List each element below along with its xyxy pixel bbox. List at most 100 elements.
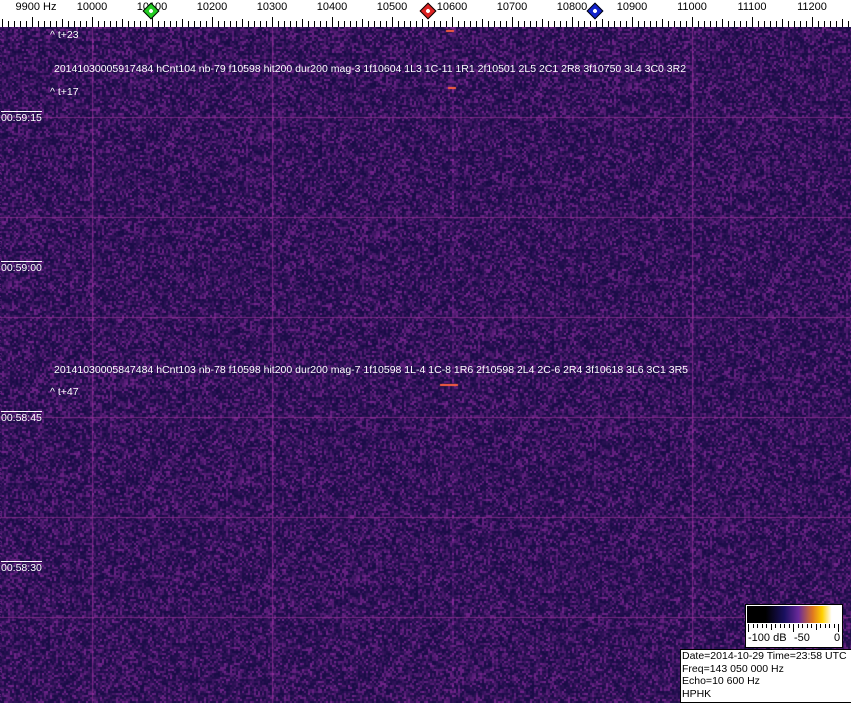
ruler-tick xyxy=(368,21,369,27)
ruler-tick xyxy=(284,21,285,27)
ruler-tick xyxy=(224,21,225,27)
colorbar-max-label: 0 xyxy=(834,632,841,644)
time-label: 00:58:45 xyxy=(1,411,42,424)
ruler-tick xyxy=(164,21,165,27)
ruler-tick xyxy=(140,21,141,27)
ruler-tick xyxy=(194,21,195,27)
ruler-tick xyxy=(248,21,249,27)
ruler-tick xyxy=(128,21,129,27)
ruler-tick xyxy=(704,21,705,27)
colorbar-tick xyxy=(779,624,781,628)
ruler-tick xyxy=(212,17,213,27)
ruler-tick xyxy=(458,21,459,27)
colorbar-tick xyxy=(788,624,790,628)
ruler-tick xyxy=(440,21,441,27)
frequency-label: 10000 xyxy=(76,1,108,13)
ruler-tick xyxy=(788,21,789,27)
ruler-tick xyxy=(560,21,561,27)
ruler-tick xyxy=(800,21,801,27)
colorbar-tick xyxy=(838,624,839,632)
frequency-label: 11200 xyxy=(797,1,827,13)
ruler-tick xyxy=(296,21,297,27)
info-station: HPHK xyxy=(682,687,712,700)
ruler-tick xyxy=(260,21,261,27)
frequency-label: 10600 xyxy=(436,1,468,13)
ruler-tick xyxy=(806,21,807,27)
ruler-tick xyxy=(746,21,747,27)
ruler-tick xyxy=(782,19,783,27)
ruler-tick xyxy=(464,21,465,27)
ruler-tick xyxy=(266,21,267,27)
frequency-label: 11000 xyxy=(677,1,707,13)
ruler-tick xyxy=(470,21,471,27)
ruler-tick xyxy=(416,21,417,27)
time-label: 00:59:00 xyxy=(1,261,42,274)
time-label: 00:58:30 xyxy=(1,561,42,574)
ruler-tick xyxy=(512,17,513,27)
ruler-tick xyxy=(242,19,243,27)
colorbar-tick xyxy=(761,624,763,628)
ruler-tick xyxy=(572,17,573,27)
ruler-tick xyxy=(206,21,207,27)
ruler-tick xyxy=(794,21,795,27)
ruler-tick xyxy=(494,21,495,27)
ruler-tick xyxy=(74,21,75,27)
ruler-tick xyxy=(638,21,639,27)
ruler-tick xyxy=(482,19,483,27)
ruler-tick xyxy=(476,21,477,27)
colorbar-tick xyxy=(775,624,776,628)
ruler-tick xyxy=(578,21,579,27)
ruler-tick xyxy=(146,21,147,27)
ruler-tick xyxy=(524,21,525,27)
ruler-tick xyxy=(374,21,375,27)
ruler-tick xyxy=(824,21,825,27)
colorbar-tick xyxy=(833,624,835,628)
ruler-tick xyxy=(710,21,711,27)
ruler-tick xyxy=(656,21,657,27)
ruler-tick xyxy=(632,17,633,27)
ruler-tick xyxy=(488,21,489,27)
ruler-tick xyxy=(614,21,615,27)
ruler-tick xyxy=(620,21,621,27)
ruler-tick xyxy=(152,17,153,27)
colorbar-mid-label: -50 xyxy=(794,632,810,644)
ruler-tick xyxy=(590,21,591,27)
ruler-tick xyxy=(308,21,309,27)
ruler-tick xyxy=(770,21,771,27)
blue-marker-icon[interactable] xyxy=(586,2,604,20)
ruler-tick xyxy=(644,21,645,27)
ruler-tick xyxy=(764,21,765,27)
ruler-tick xyxy=(548,21,549,27)
frequency-label: 10300 xyxy=(256,1,288,13)
ruler-tick xyxy=(98,21,99,27)
info-panel: Date=2014-10-29 Time=23:58 UTC Freq=143 … xyxy=(680,649,851,703)
ruler-tick xyxy=(410,21,411,27)
ruler-tick xyxy=(818,21,819,27)
colorbar-tick xyxy=(811,624,812,628)
ruler-tick xyxy=(8,21,9,27)
ruler-tick xyxy=(344,21,345,27)
ruler-tick xyxy=(734,21,735,27)
colorbar-tick xyxy=(770,624,772,630)
ruler-tick xyxy=(506,21,507,27)
colorbar-tick xyxy=(820,624,821,628)
ruler-tick xyxy=(104,21,105,27)
ruler-tick xyxy=(38,21,39,27)
ruler-tick xyxy=(350,21,351,27)
ruler-tick xyxy=(176,21,177,27)
ruler-tick xyxy=(116,21,117,27)
ruler-tick xyxy=(554,21,555,27)
ruler-tick xyxy=(446,21,447,27)
colorbar-tick xyxy=(829,624,830,628)
spectrogram-waterfall[interactable] xyxy=(0,27,851,703)
ruler-tick xyxy=(542,19,543,27)
frequency-label: 9900 Hz xyxy=(15,1,57,13)
ruler-tick xyxy=(80,21,81,27)
ruler-tick xyxy=(92,17,93,27)
ruler-tick xyxy=(740,21,741,27)
frequency-label: 10800 xyxy=(556,1,588,13)
red-marker-icon[interactable] xyxy=(419,2,437,20)
ruler-tick xyxy=(584,21,585,27)
ruler-tick xyxy=(716,21,717,27)
ruler-tick xyxy=(434,21,435,27)
